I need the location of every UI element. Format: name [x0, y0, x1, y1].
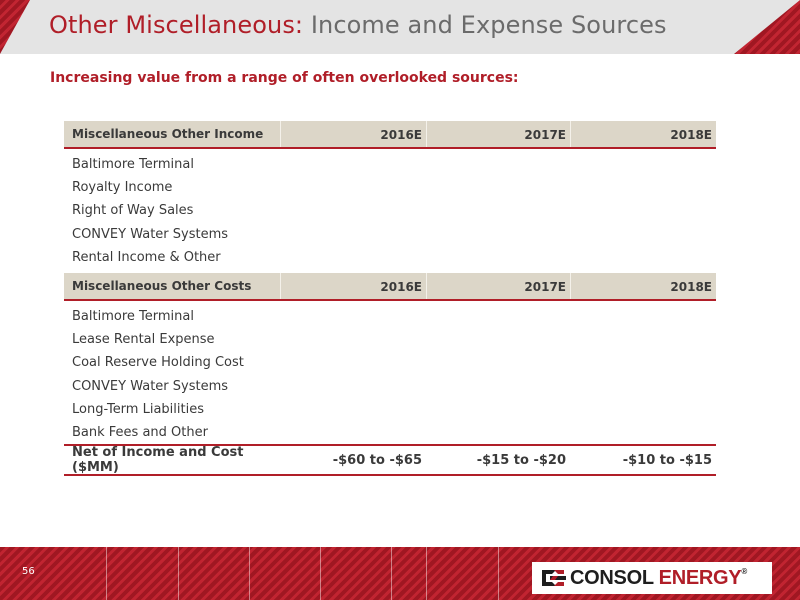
income-col-2017: 2017E	[426, 121, 570, 147]
list-item: Bank Fees and Other	[72, 424, 208, 440]
income-col-2018: 2018E	[570, 121, 716, 147]
list-item: Baltimore Terminal	[72, 308, 194, 324]
costs-list: Baltimore Terminal Lease Rental Expense …	[64, 301, 716, 444]
slide-subtitle: Increasing value from a range of often o…	[50, 70, 519, 86]
list-item: Rental Income & Other	[72, 249, 221, 265]
header-hatch-left	[0, 0, 30, 54]
list-item: Royalty Income	[72, 180, 173, 196]
header-band: Other Miscellaneous: Income and Expense …	[0, 0, 800, 54]
costs-col-2016: 2016E	[280, 272, 426, 299]
footer-divider	[426, 547, 427, 600]
footer-divider	[249, 547, 250, 600]
costs-col-2018: 2018E	[570, 272, 716, 299]
logo-wordmark: CONSOL ENERGY®	[570, 567, 747, 590]
net-label: Net of Income and Cost ($MM)	[72, 445, 244, 476]
list-item: Coal Reserve Holding Cost	[72, 355, 244, 371]
logo-word-consol: CONSOL	[570, 566, 654, 589]
net-value-2018: -$10 to -$15	[622, 452, 712, 468]
logo-word-energy: ENERGY	[658, 566, 742, 589]
net-value-2016: -$60 to -$65	[332, 452, 422, 468]
net-value-2017: -$15 to -$20	[476, 452, 566, 468]
costs-col-2017: 2017E	[426, 272, 570, 299]
footer-divider	[106, 547, 107, 600]
footer-divider	[320, 547, 321, 600]
footer-divider	[178, 547, 179, 600]
list-item: CONVEY Water Systems	[72, 226, 229, 242]
slide-title-rest: Income and Expense Sources	[310, 11, 667, 39]
list-item: Long-Term Liabilities	[72, 401, 204, 417]
logo-registered-mark: ®	[741, 566, 747, 576]
list-item: Baltimore Terminal	[72, 157, 194, 172]
footer-divider	[498, 547, 499, 600]
list-item: CONVEY Water Systems	[72, 378, 229, 394]
income-list: Baltimore Terminal Royalty Income Right …	[64, 149, 716, 273]
list-item: Right of Way Sales	[72, 203, 194, 219]
costs-header-row: Miscellaneous Other Costs 2016E 2017E 20…	[64, 272, 716, 301]
list-item: Lease Rental Expense	[72, 332, 215, 348]
page-number: 56	[22, 566, 35, 577]
income-col-2016: 2016E	[280, 121, 426, 147]
footer-divider	[391, 547, 392, 600]
consol-logo-icon	[542, 570, 566, 586]
costs-heading: Miscellaneous Other Costs	[72, 278, 252, 293]
net-row: Net of Income and Cost ($MM) -$60 to -$6…	[64, 444, 716, 477]
income-header-row: Miscellaneous Other Income 2016E 2017E 2…	[64, 121, 716, 149]
income-expense-table: Miscellaneous Other Income 2016E 2017E 2…	[64, 121, 716, 477]
slide-title: Other Miscellaneous: Income and Expense …	[49, 10, 667, 40]
slide-title-accent: Other Miscellaneous:	[49, 11, 304, 39]
company-logo: CONSOL ENERGY®	[532, 562, 772, 594]
header-hatch-right	[734, 0, 800, 54]
income-heading: Miscellaneous Other Income	[72, 127, 264, 141]
